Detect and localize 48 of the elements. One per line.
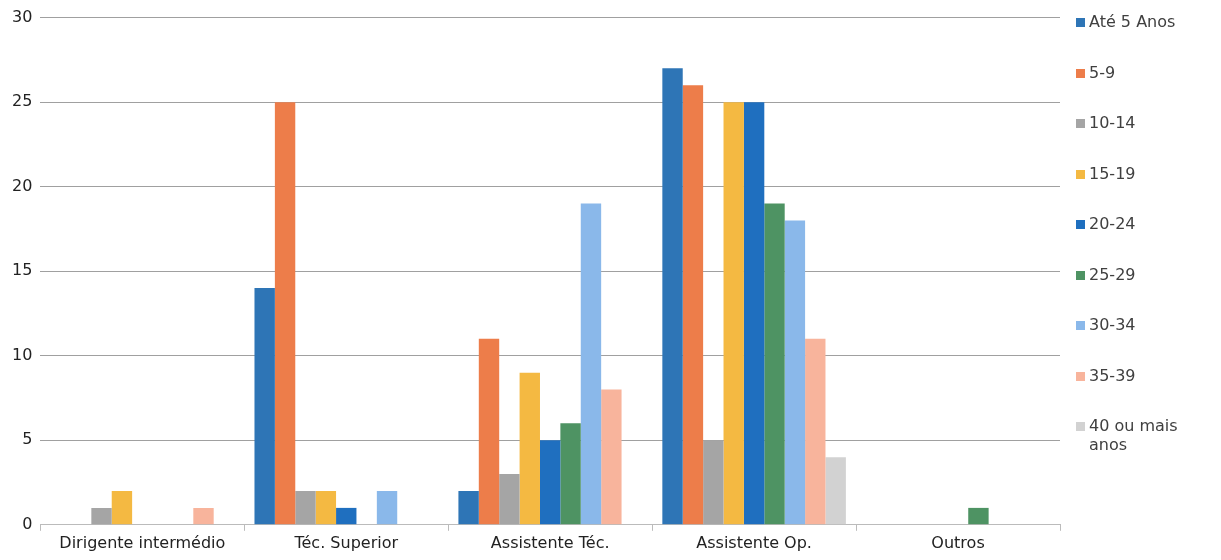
bar [601,389,622,525]
bar [458,490,479,525]
y-tick-label: 5 [22,429,33,449]
y-tick-label: 15 [12,260,33,280]
legend-label: 10-14 [1089,113,1136,132]
bar [825,457,846,525]
legend-label: Até 5 Anos [1089,12,1176,31]
legend-label: 30-34 [1089,315,1136,334]
bar [539,440,561,525]
bar [805,338,826,525]
bar [193,507,214,525]
legend-label: 25-29 [1089,264,1136,284]
bar [274,102,296,525]
bar [111,490,133,525]
bar [376,490,398,525]
y-tick-label: 25 [12,91,33,111]
bar [662,68,683,525]
bar [478,338,500,525]
bar [743,102,765,525]
bar [91,507,112,525]
bar [315,490,337,525]
legend-label: 20-24 [1089,214,1136,233]
y-tick-label: 30 [12,6,33,26]
bar [499,474,520,525]
bar [703,440,724,525]
bar [560,423,581,525]
legend-label: 5-9 [1089,62,1116,82]
bar [580,203,602,525]
legend-label: 40 ou mais anos [1089,416,1179,454]
bar [723,102,744,525]
bar [519,372,540,525]
bar [784,220,806,525]
legend-label: 15-19 [1089,163,1136,183]
y-tick-label: 20 [12,175,33,195]
bar [254,288,275,525]
x-tick-label: Outros [931,532,985,552]
bar [968,507,989,525]
x-tick-label: Téc. Superior [293,532,399,552]
y-tick-label: 0 [22,513,33,533]
y-tick-label: 10 [12,344,33,364]
bar [336,507,357,525]
bar [682,85,704,525]
x-tick-label: Assistente Téc. [490,532,610,552]
legend-label: 35-39 [1089,365,1136,385]
x-tick-label: Assistente Op. [696,532,812,552]
bar [295,490,316,525]
x-tick-label: Dirigente intermédio [59,532,226,552]
bar [764,203,785,525]
